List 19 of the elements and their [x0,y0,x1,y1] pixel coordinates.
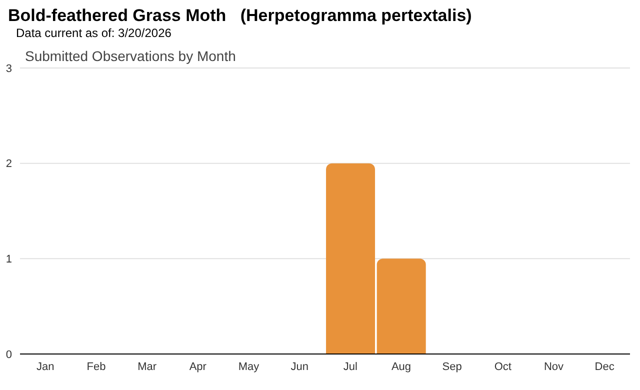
y-tick-label: 2 [6,158,12,170]
y-tick-label: 0 [6,348,12,361]
x-tick-label: Apr [189,360,207,373]
x-tick-label: Jan [36,360,54,373]
x-tick-label: May [238,360,260,373]
text: Data current as of: 3/20/2026 [16,26,172,41]
x-tick-label: Jun [290,360,308,373]
chart-subtitle: Submitted Observations by Month [25,48,237,64]
x-tick-label: Aug [391,360,412,373]
x-tick-label: Nov [544,360,564,373]
x-tick-label: Jul [343,360,358,373]
x-tick-label: Oct [494,360,512,373]
x-tick-label: Feb [86,360,106,373]
chart-title: Bold-feathered Grass Moth (Herpetogramma pertextalis) [8,6,473,26]
y-tick-label: 1 [6,254,12,266]
x-tick-label: Sep [442,360,462,373]
y-tick-label: 3 [6,62,12,75]
x-tick-label: Mar [138,360,157,373]
x-tick-label: Dec [594,360,615,373]
